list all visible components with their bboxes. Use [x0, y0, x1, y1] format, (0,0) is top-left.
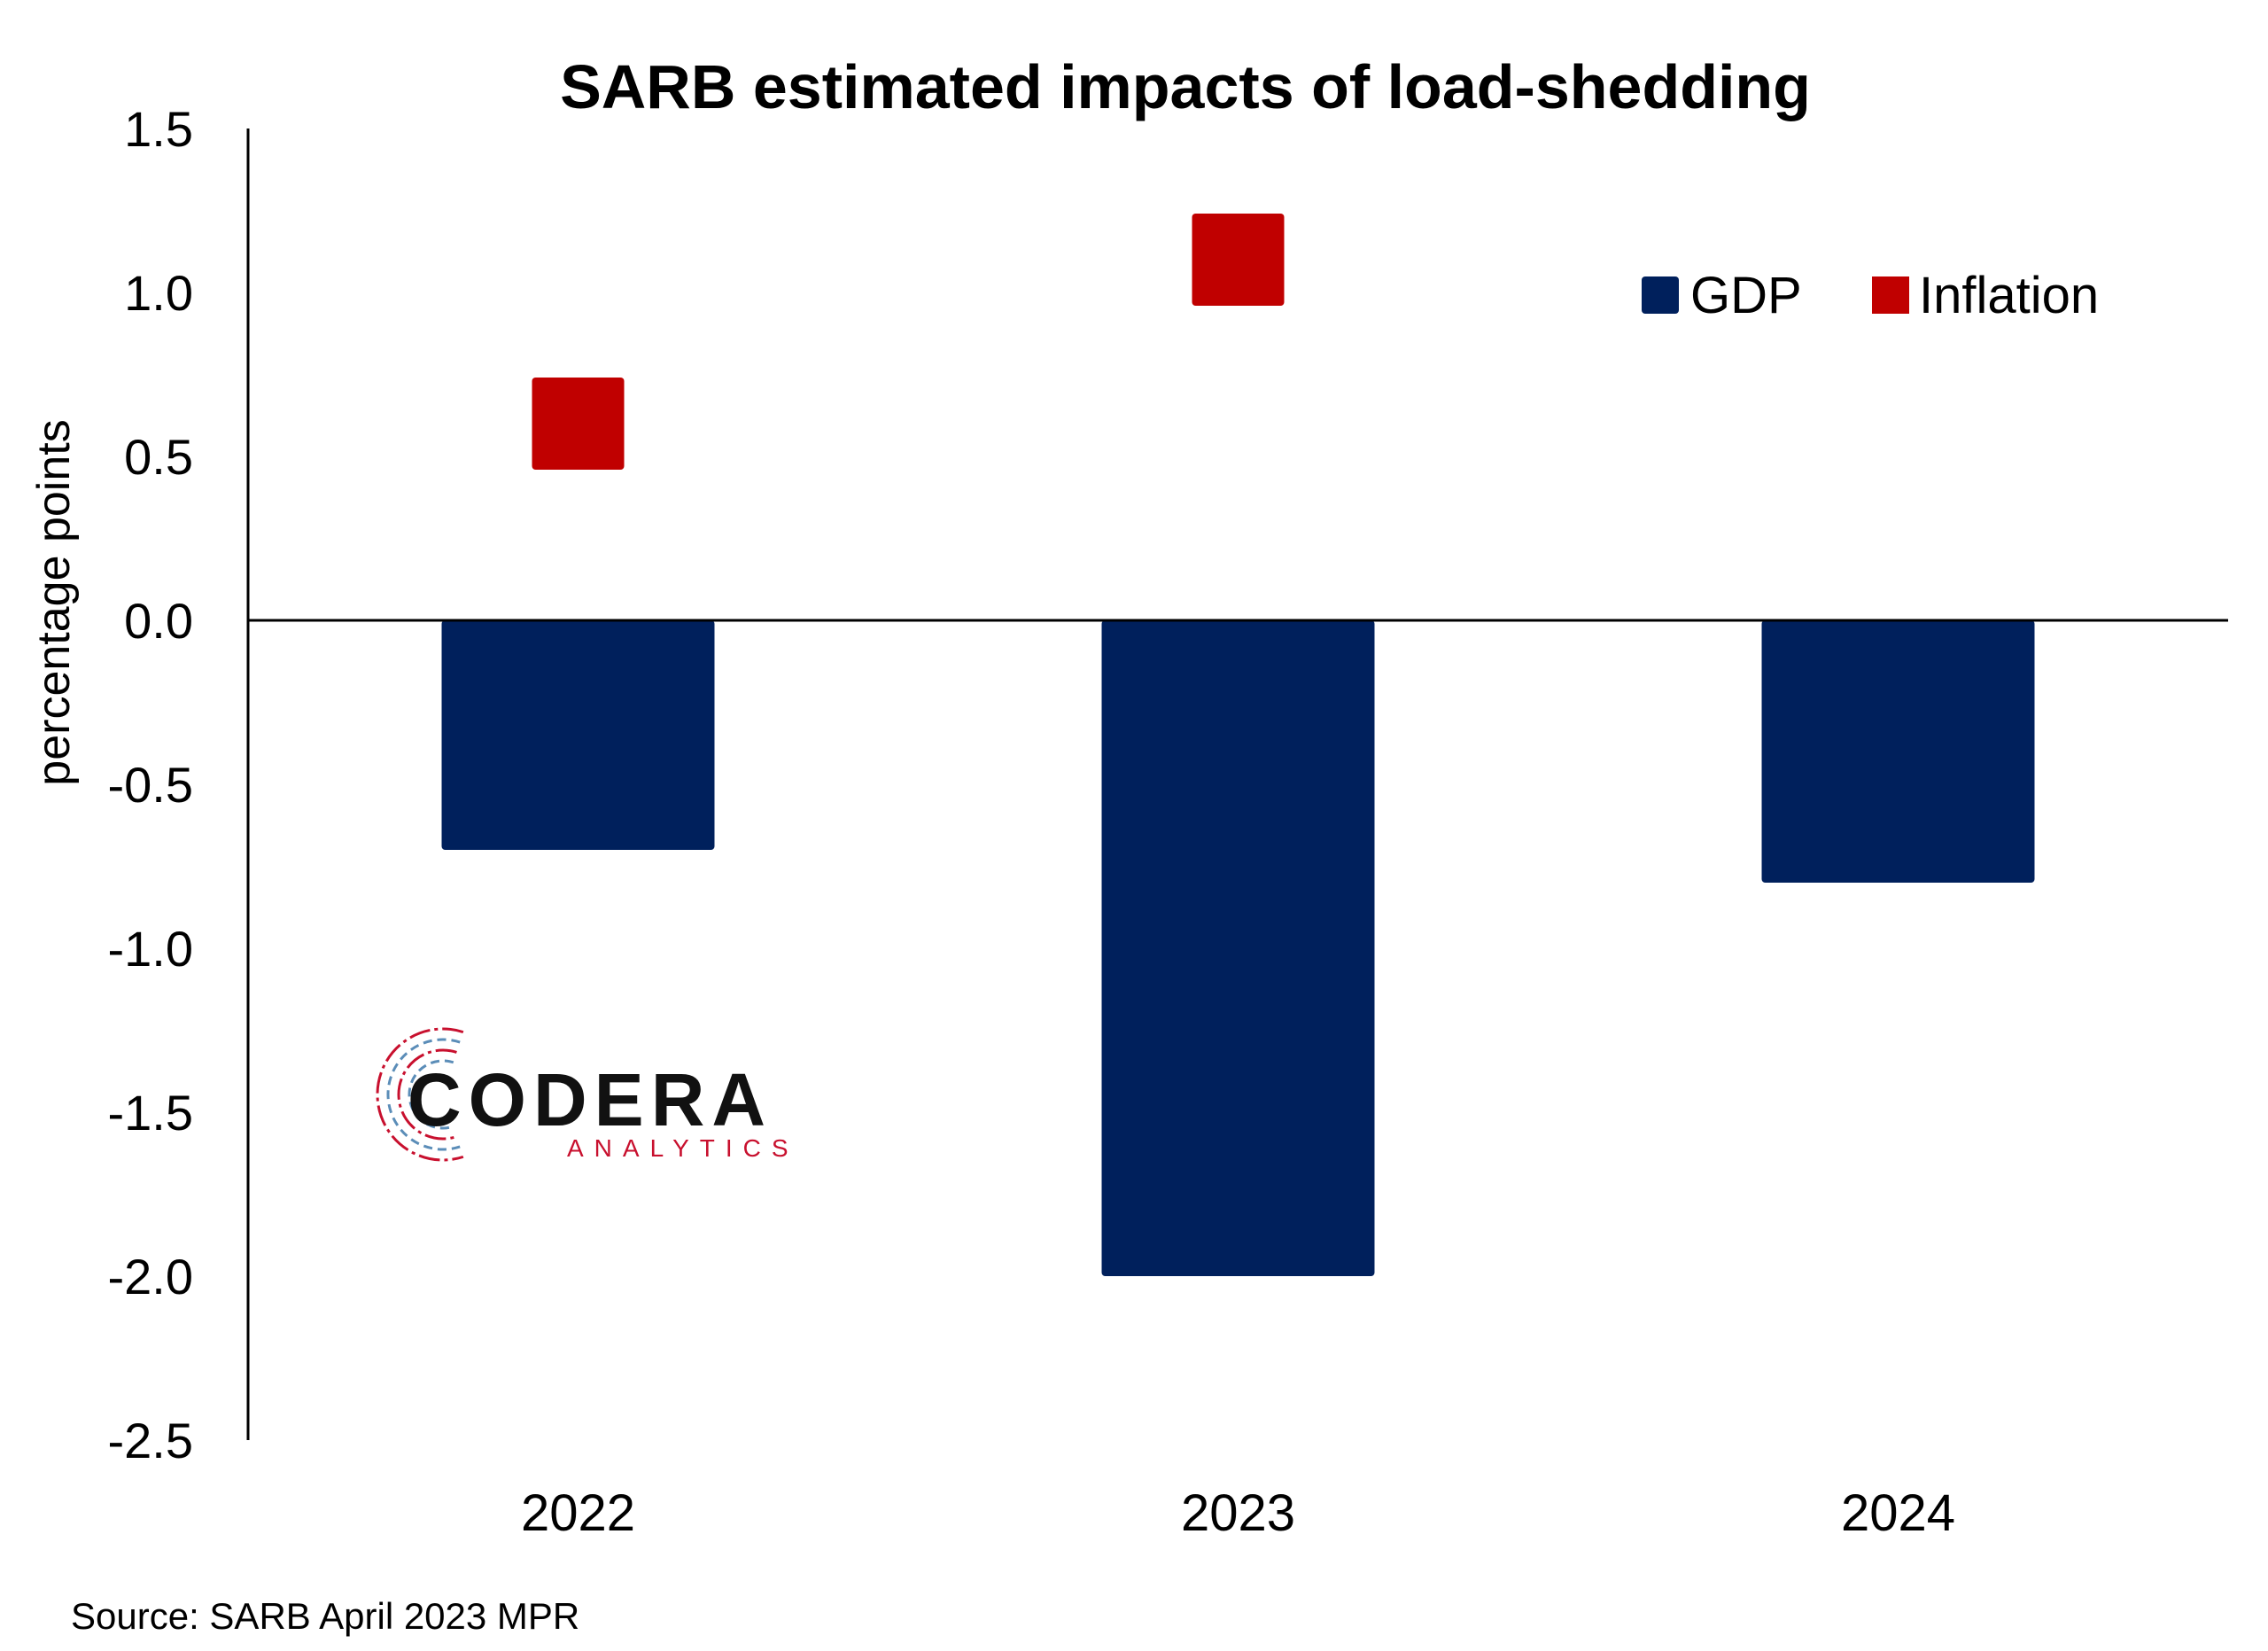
logo-rings-icon: [376, 1027, 464, 1162]
inflation-marker: [532, 378, 625, 470]
legend-gdp-swatch: [1642, 276, 1679, 314]
logo-wordmark: CODERA: [408, 1058, 773, 1141]
logo-subtitle: ANALYTICS: [567, 1134, 799, 1162]
legend-inflation-label: Inflation: [1919, 267, 2099, 324]
logo-ring: [376, 1027, 464, 1162]
y-tick-labels: 1.5 1.0 0.5 0.0 -0.5 -1.0 -1.5 -2.0 -2.5: [108, 101, 194, 1468]
y-tick-label: 1.0: [124, 265, 193, 321]
y-tick-label: 0.5: [124, 429, 193, 485]
y-tick-label: -2.5: [108, 1413, 194, 1468]
logo-ring: [386, 1038, 461, 1151]
inflation-markers: [532, 214, 1285, 470]
y-tick-label: 1.5: [124, 101, 193, 157]
gdp-bar: [1761, 620, 2035, 883]
inflation-marker: [1192, 214, 1285, 306]
y-tick-label: -1.0: [108, 921, 194, 977]
y-tick-label: -2.0: [108, 1249, 194, 1304]
gdp-bars: [441, 620, 2035, 1276]
legend-gdp-label: GDP: [1690, 267, 1802, 324]
x-tick-label: 2024: [1841, 1484, 1955, 1542]
codera-logo: CODERA ANALYTICS: [376, 1027, 799, 1162]
x-tick-label: 2022: [521, 1484, 635, 1542]
x-tick-label: 2023: [1181, 1484, 1295, 1542]
source-note: Source: SARB April 2023 MPR: [71, 1595, 579, 1637]
y-axis-label: percentage points: [28, 419, 80, 785]
logo-ring: [408, 1059, 454, 1130]
gdp-bar: [441, 620, 715, 850]
gdp-bar: [1101, 620, 1375, 1276]
x-tick-labels: 2022 2023 2024: [521, 1484, 1955, 1542]
legend: GDP Inflation: [1642, 267, 2099, 324]
y-tick-label: 0.0: [124, 593, 193, 649]
logo-ring: [397, 1048, 457, 1141]
y-tick-label: -1.5: [108, 1085, 194, 1141]
legend-inflation-swatch: [1872, 276, 1909, 314]
y-tick-label: -0.5: [108, 757, 194, 813]
chart-title: SARB estimated impacts of load-shedding: [560, 52, 1811, 121]
